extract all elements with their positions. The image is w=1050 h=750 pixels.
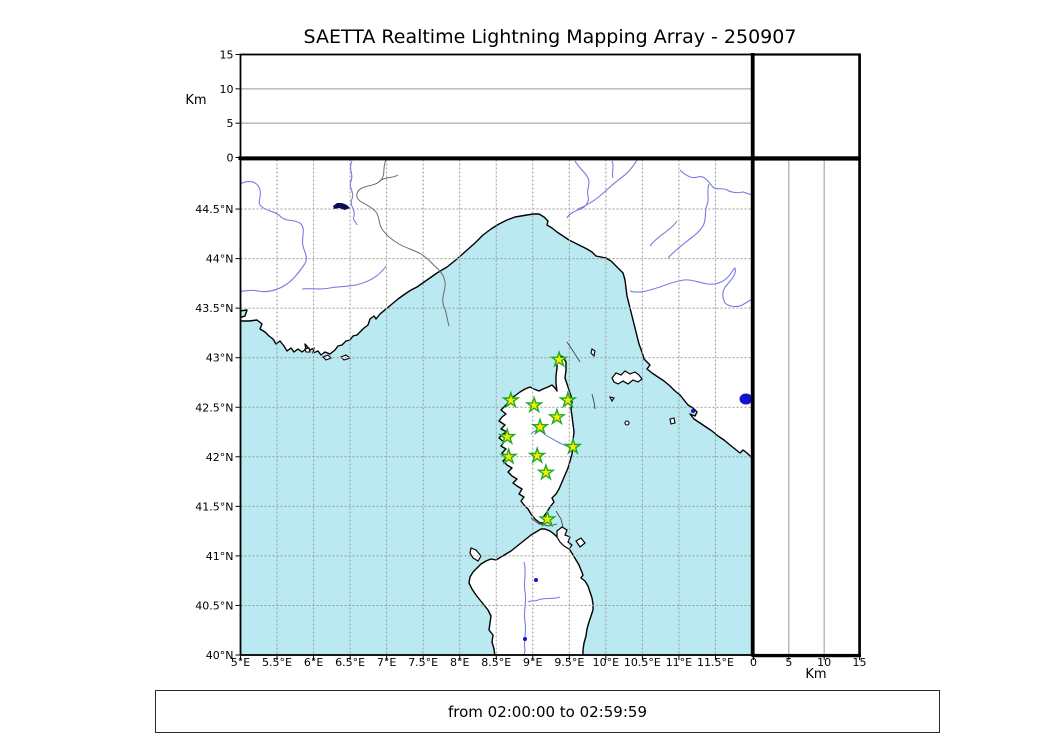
river-durance xyxy=(301,265,387,290)
lat-tick-label: 43°N xyxy=(206,352,234,365)
country-borders xyxy=(356,160,450,327)
lat-tick-label: 41.5°N xyxy=(195,500,233,513)
island-capraia xyxy=(590,348,596,358)
time-range-text: from 02:00:00 to 02:59:59 xyxy=(447,702,647,721)
lma-station-marker xyxy=(547,407,567,426)
lake-bolsena xyxy=(739,393,752,405)
lon-tick-label: 9.5°E xyxy=(554,656,584,669)
lon-tick-label: 8°E xyxy=(450,656,469,669)
lon-tick-label: 11.5°E xyxy=(697,656,734,669)
contour-capcorse-1 xyxy=(566,341,581,363)
coastline-sardinia xyxy=(468,528,594,655)
alt-lat-panel xyxy=(752,158,861,657)
lake-orbetello xyxy=(691,409,695,413)
lon-tick-label: 11°E xyxy=(666,656,692,669)
alt-lon-tick-label: 5 xyxy=(227,117,234,130)
time-range-box: from 02:00:00 to 02:59:59 xyxy=(155,690,940,733)
lat-tick-label: 43.5°N xyxy=(195,302,233,315)
border-france-italy xyxy=(356,160,450,327)
lon-tick-label: 6.5°E xyxy=(335,656,365,669)
river-rhone xyxy=(241,181,307,293)
lon-tick-label: 7°E xyxy=(377,656,396,669)
lma-station-marker xyxy=(563,437,583,455)
lon-tick-label: 5.5°E xyxy=(262,656,292,669)
lma-station-marker xyxy=(527,445,547,464)
plot-title: SAETTA Realtime Lightning Mapping Array … xyxy=(303,26,797,48)
km-unit-label-right: Km xyxy=(805,667,826,682)
lat-tick-label: 44°N xyxy=(206,253,234,266)
alt-lon-tick-label: 10 xyxy=(220,83,234,96)
island-montecristo xyxy=(624,420,630,426)
km-unit-label-top: Km xyxy=(185,93,206,108)
lon-tick-label: 10.5°E xyxy=(624,656,661,669)
contour-bonifacio-2 xyxy=(555,510,564,528)
lake-serre-poncon xyxy=(333,203,350,210)
lon-tick-label: 6°E xyxy=(304,656,323,669)
lma-station-marker xyxy=(501,390,521,409)
island-asinara xyxy=(469,547,482,562)
lma-station-marker xyxy=(549,349,569,368)
lma-station-marker xyxy=(536,462,556,481)
contour-capcorse-2 xyxy=(591,393,596,410)
corner-panel xyxy=(752,53,861,159)
rivers xyxy=(241,160,752,655)
river-po-trib-2 xyxy=(577,160,638,210)
lat-tick-label: 42°N xyxy=(206,451,234,464)
alt-lon-tick-label: 0 xyxy=(227,152,234,165)
lon-tick-label: 5°E xyxy=(231,656,250,669)
lon-tick-label: 7.5°E xyxy=(408,656,438,669)
lat-tick-label: 40°N xyxy=(206,649,234,662)
island-maddalena xyxy=(556,526,573,550)
river-po-trib-3 xyxy=(611,160,614,179)
lon-tick-label: 8.5°E xyxy=(481,656,511,669)
lat-tick-label: 41°N xyxy=(206,550,234,563)
axis-labels: 5°E 5.5°E 6°E 6.5°E 7°E 7.5°E 8°E 8.5°E 9°E 9.5°E… xyxy=(185,49,866,683)
river-magra xyxy=(649,220,678,247)
alt-lat-panel-frame xyxy=(752,158,861,657)
map-gridlines xyxy=(241,160,752,655)
coastline-mainland xyxy=(241,160,752,459)
lma-station-marker xyxy=(558,390,578,409)
alt-lon-panel xyxy=(239,53,753,159)
alt-lon-tick-label: 15 xyxy=(220,49,234,62)
river-arno xyxy=(629,267,752,308)
alt-lon-panel-frame xyxy=(239,53,753,159)
reservoir-sardinia-2 xyxy=(523,637,527,641)
alt-lat-tick-label: 5 xyxy=(785,656,792,669)
station-markers xyxy=(497,349,583,528)
alt-lat-panel-gridlines xyxy=(788,160,825,654)
lat-tick-label: 40.5°N xyxy=(195,599,233,612)
reservoir-sardinia-1 xyxy=(534,578,538,582)
alt-lat-tick-label: 10 xyxy=(817,656,831,669)
alt-lon-panel-gridlines xyxy=(241,88,751,124)
alt-lat-tick-label: 0 xyxy=(750,656,757,669)
lma-station-marker xyxy=(524,395,544,414)
lma-station-marker xyxy=(538,509,557,528)
border-branch xyxy=(380,174,399,181)
river-po-trib-1 xyxy=(566,160,590,219)
river-serchio xyxy=(667,183,710,259)
river-alps-1 xyxy=(349,160,358,226)
island-caprera xyxy=(575,537,586,548)
lon-tick-label: 9°E xyxy=(523,656,542,669)
island-hyeres-1 xyxy=(304,347,311,353)
lon-tick-label: 10°E xyxy=(593,656,619,669)
island-pianosa xyxy=(608,396,615,403)
river-sardinia-2 xyxy=(527,596,561,603)
island-hyeres-2 xyxy=(322,354,332,361)
lat-tick-label: 44.5°N xyxy=(195,203,233,216)
lma-station-marker xyxy=(497,427,517,445)
lma-station-marker xyxy=(530,417,550,436)
lat-tick-label: 42.5°N xyxy=(195,401,233,414)
river-po-trib-4 xyxy=(679,169,752,196)
alt-lat-tick-label: 15 xyxy=(853,656,867,669)
lma-station-marker xyxy=(499,446,519,465)
island-elba xyxy=(611,370,643,385)
island-giglio xyxy=(669,417,676,425)
map-panel xyxy=(239,158,753,656)
